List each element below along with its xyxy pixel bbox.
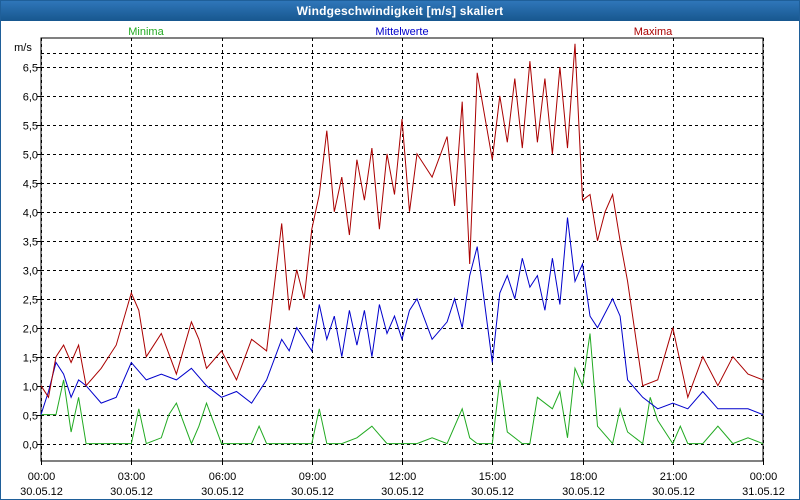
y-tick-label: 5,0 (23, 150, 38, 162)
grid-lines (41, 38, 764, 461)
x-tick-time-label: 15:00 (479, 471, 507, 483)
y-tick-label: 0,0 (23, 440, 38, 452)
series-line-maxima (40, 43, 764, 400)
x-tick-time-label: 12:00 (389, 471, 417, 483)
x-tick-date-label: 31.05.12 (742, 486, 785, 498)
x-tick-time-label: 21:00 (660, 471, 688, 483)
y-tick-label: 3,0 (23, 266, 38, 278)
x-tick-date-label: 30.05.12 (110, 486, 153, 498)
y-tick-label: 3,5 (23, 237, 38, 249)
x-tick-time-label: 18:00 (570, 471, 598, 483)
y-tick-label: 2,5 (23, 295, 38, 307)
legend-mittelwerte: Mittelwerte (375, 26, 428, 38)
window-title: Windgeschwindigkeit [m/s] skaliert (1, 1, 799, 21)
legend: Minima Mittelwerte Maxima (128, 26, 673, 38)
y-tick-label: 5,5 (23, 121, 38, 133)
x-tick-date-label: 30.05.12 (20, 486, 63, 498)
x-tick-date-label: 30.05.12 (652, 486, 695, 498)
y-tick-label: 6,0 (23, 92, 38, 104)
x-tick-date-label: 30.05.12 (562, 486, 605, 498)
series-lines (40, 43, 764, 445)
y-axis-unit-label: m/s (14, 42, 32, 54)
y-tick-label: 4,0 (23, 208, 38, 220)
x-tick-date-label: 30.05.12 (291, 486, 334, 498)
x-tick-time-label: 03:00 (118, 471, 146, 483)
y-tick-label: 1,5 (23, 353, 38, 365)
x-tick-time-label: 00:00 (28, 471, 56, 483)
y-tick-label: 0,5 (23, 411, 38, 423)
y-tick-label: 6,5 (23, 63, 38, 75)
x-tick-date-label: 30.05.12 (201, 486, 244, 498)
x-tick-time-label: 00:00 (750, 471, 778, 483)
x-tick-date-label: 30.05.12 (381, 486, 424, 498)
x-tick-date-label: 30.05.12 (471, 486, 514, 498)
axis-labels: 0,0 0,5 1,0 1,5 2,0 2,5 3,0 3,5 4,0 4,5 5,0 5,5 6,0 6… (14, 42, 785, 498)
legend-minima: Minima (128, 26, 164, 38)
series-line-mittelwerte (40, 217, 764, 416)
y-tick-label: 1,0 (23, 382, 38, 394)
y-tick-label: 4,5 (23, 179, 38, 191)
x-tick-time-label: 06:00 (209, 471, 237, 483)
y-tick-label: 2,0 (23, 324, 38, 336)
legend-maxima: Maxima (634, 26, 673, 38)
series-line-minima (41, 333, 764, 445)
x-tick-time-label: 09:00 (299, 471, 327, 483)
